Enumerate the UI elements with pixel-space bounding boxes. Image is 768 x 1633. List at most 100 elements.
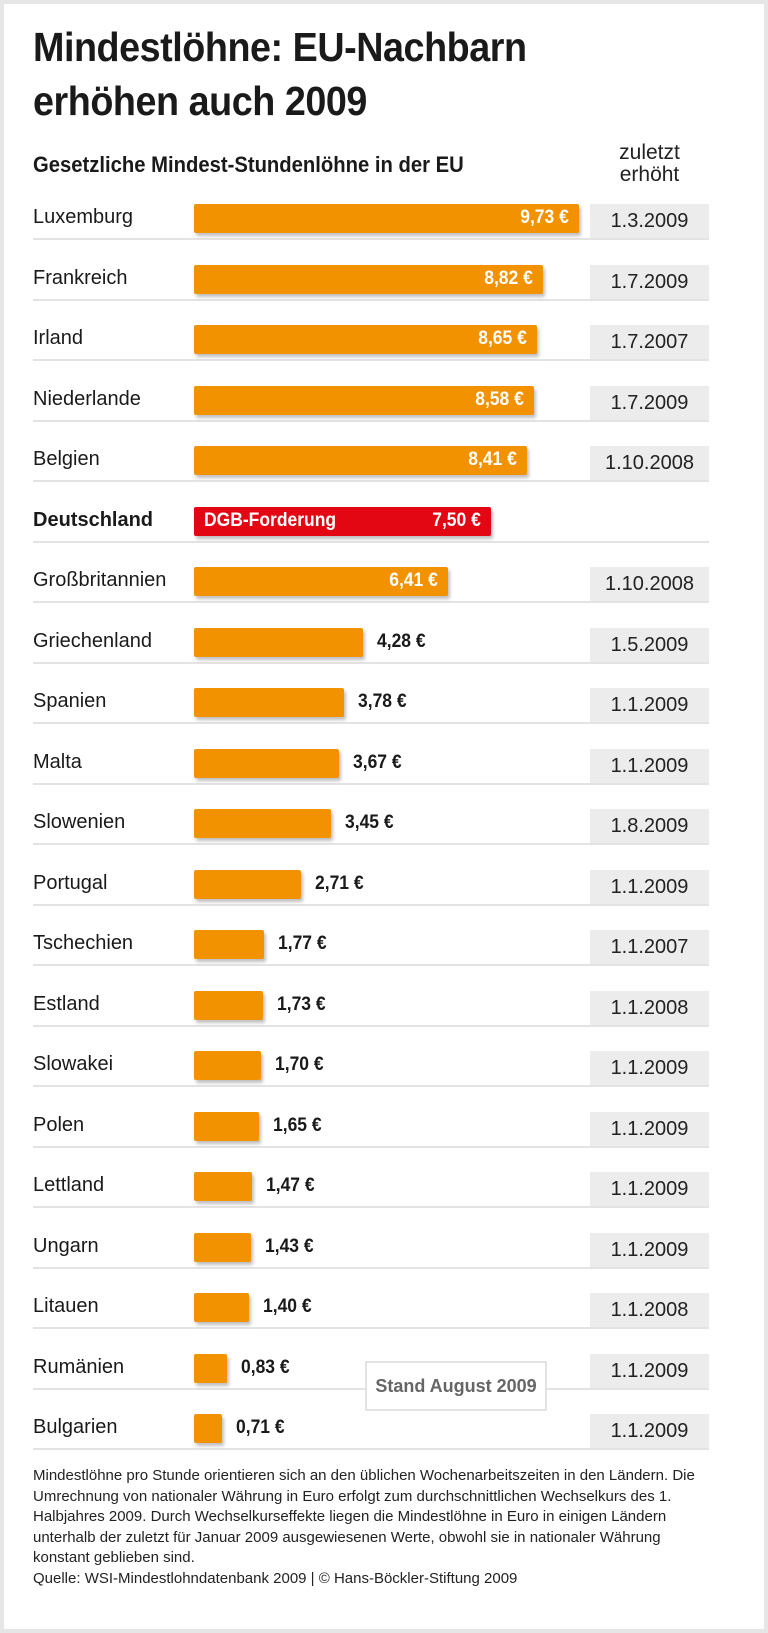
bar-row: Tschechien 1,77 € 1.1.2007 (33, 926, 709, 966)
date-cell: 1.1.2009 (590, 748, 709, 783)
bar (194, 869, 302, 899)
bar-row: Großbritannien 6,41 € 1.10.2008 (33, 563, 709, 603)
row-divider (33, 1266, 709, 1269)
country-label: Litauen (33, 1295, 99, 1317)
date-cell: 1.1.2009 (590, 1111, 709, 1146)
date-cell: 1.1.2009 (590, 1172, 709, 1206)
bar-row: Irland 8,65 € 1.7.2007 (33, 321, 709, 361)
bar (194, 1353, 227, 1383)
country-label: Estland (33, 992, 100, 1015)
value-label: 1,40 € (263, 1296, 313, 1317)
bar (194, 930, 265, 959)
row-divider (33, 782, 709, 785)
bar (194, 1414, 223, 1443)
row-divider (33, 903, 709, 906)
row-divider (33, 1145, 709, 1148)
date-cell: 1.10.2008 (590, 446, 709, 480)
country-label: Niederlande (33, 387, 141, 410)
bar (194, 385, 534, 415)
bar (194, 264, 544, 294)
row-divider (33, 359, 709, 361)
bar (194, 1172, 253, 1201)
row-divider (33, 1448, 709, 1450)
value-label: 6,41 € (389, 570, 438, 591)
bar-row: Lettland 1,47 € 1.1.2009 (33, 1168, 709, 1208)
row-divider (33, 1327, 709, 1329)
country-label: Deutschland (33, 508, 154, 531)
value-label: 0,71 € (236, 1417, 285, 1438)
row-divider (33, 1085, 709, 1087)
bar-text: DGB-Forderung (204, 509, 337, 531)
country-label: Slowenien (33, 811, 126, 833)
country-label: Tschechien (33, 932, 134, 954)
value-label: 8,65 € (477, 328, 527, 349)
country-label: Malta (33, 750, 82, 773)
source: Quelle: WSI-Mindestlohndatenbank 2009 | … (33, 1569, 518, 1587)
bar (194, 1051, 262, 1080)
row-divider (33, 722, 709, 724)
bar-row: Portugal 2,71 € 1.1.2009 (33, 866, 709, 906)
value-label: 1,70 € (275, 1054, 324, 1075)
country-label: Rumänien (33, 1355, 125, 1378)
bar (194, 325, 537, 354)
date-cell: 1.1.2008 (590, 990, 709, 1025)
title-line-1: Mindestlöhne: EU-Nachbarn (33, 24, 527, 70)
country-label: Ungarn (33, 1234, 99, 1257)
bar (194, 1111, 260, 1141)
date-cell: 1.1.2009 (590, 1232, 709, 1267)
bar-row: Belgien 8,41 € 1.10.2008 (33, 442, 709, 482)
bar (194, 567, 448, 596)
bar (194, 748, 340, 778)
row-divider (33, 298, 709, 301)
value-label: 7,50 € (432, 509, 481, 531)
bar-row: Luxemburg 9,73 € 1.3.2009 (33, 200, 709, 240)
date-cell: 1.7.2007 (590, 325, 709, 359)
value-label: 4,28 € (377, 630, 427, 652)
date-cell: 1.1.2007 (590, 930, 709, 964)
value-label: 3,67 € (353, 751, 402, 773)
date-cell: 1.3.2009 (590, 204, 709, 238)
bar (194, 809, 331, 838)
value-label: 3,45 € (344, 812, 394, 833)
value-label: 3,78 € (357, 691, 407, 712)
date-cell: 1.1.2008 (590, 1293, 709, 1327)
date-cell: 1.7.2009 (590, 264, 709, 299)
title-line-2: erhöhen auch 2009 (33, 78, 367, 124)
bar-row: Slowakei 1,70 € 1.1.2009 (33, 1047, 709, 1087)
row-divider (33, 419, 709, 422)
date-cell: 1.8.2009 (590, 809, 709, 843)
chart-subtitle: Gesetzliche Mindest-Stundenlöhne in der … (33, 152, 464, 177)
value-label: 8,82 € (484, 267, 534, 289)
bar-row: Malta 3,67 € 1.1.2009 (33, 745, 709, 785)
country-label: Irland (33, 327, 84, 349)
date-cell: 1.1.2009 (590, 1353, 709, 1388)
country-label: Griechenland (33, 629, 152, 652)
value-label: 1,73 € (276, 993, 326, 1015)
date-cell: 1.10.2008 (590, 567, 709, 601)
value-label: 1,43 € (264, 1235, 314, 1257)
value-label: 1,47 € (266, 1175, 315, 1196)
bar-row: Niederlande 8,58 € 1.7.2009 (33, 382, 709, 422)
row-divider (33, 238, 709, 240)
bar-row: Rumänien 0,83 € 1.1.2009 (33, 1350, 709, 1390)
footnote: Mindestlöhne pro Stunde orientieren sich… (33, 1467, 695, 1566)
row-divider (33, 1024, 709, 1027)
value-label: 1,77 € (278, 933, 327, 954)
country-label: Spanien (33, 690, 107, 712)
bar-row: Estland 1,73 € 1.1.2008 (33, 987, 709, 1027)
bar (194, 506, 491, 536)
bar-row: Polen 1,65 € 1.1.2009 (33, 1108, 709, 1148)
value-label: 0,83 € (240, 1356, 290, 1378)
country-label: Großbritannien (33, 569, 167, 591)
country-label: Bulgarien (33, 1416, 118, 1438)
row-divider (33, 661, 709, 664)
row-divider (33, 964, 709, 966)
bar-row: Bulgarien 0,71 € 1.1.2009 (33, 1410, 709, 1450)
country-label: Luxemburg (33, 206, 134, 228)
date-header-line-2: erhöht (619, 163, 680, 186)
row-divider (33, 601, 709, 603)
stand-annotation: Stand August 2009 (365, 1361, 547, 1411)
bar-row: Ungarn 1,43 € 1.1.2009 (33, 1229, 709, 1269)
bar-row: Slowenien 3,45 € 1.8.2009 (33, 805, 709, 845)
